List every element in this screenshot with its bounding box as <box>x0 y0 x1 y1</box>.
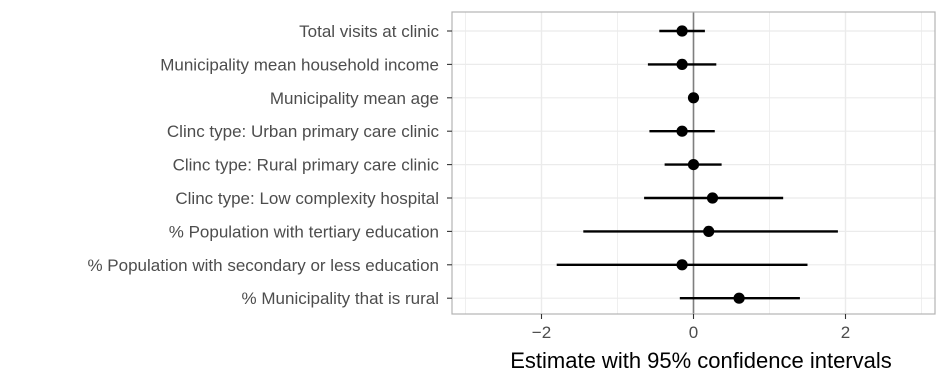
estimate-point-layer <box>676 25 745 304</box>
x-tick-label-layer: −2 0 2 <box>532 314 850 342</box>
y-tick-label: % Population with secondary or less educ… <box>87 256 439 275</box>
y-tick-label: Municipality mean age <box>270 89 439 108</box>
y-tick-label: % Population with tertiary education <box>169 222 439 241</box>
estimate-point <box>676 25 688 37</box>
x-tick-label: 0 <box>689 323 698 342</box>
y-tick-label: Clinc type: Rural primary care clinic <box>173 156 440 175</box>
estimate-point <box>676 58 688 70</box>
x-tick-label: 2 <box>841 323 850 342</box>
y-tick-label-layer: Total visits at clinic Municipality mean … <box>87 22 452 308</box>
estimate-point <box>687 92 700 104</box>
y-tick-label: Clinc type: Low complexity hospital <box>175 189 439 208</box>
x-axis-label: Estimate with 95% confidence intervals <box>510 348 892 373</box>
y-tick-label: Municipality mean household income <box>160 55 439 74</box>
y-tick-label: % Municipality that is rural <box>242 289 439 308</box>
estimate-point <box>706 192 719 204</box>
y-tick-label: Total visits at clinic <box>299 22 439 41</box>
x-tick-label: −2 <box>532 323 551 342</box>
estimate-point <box>703 225 715 237</box>
y-tick-label: Clinc type: Urban primary care clinic <box>167 122 440 141</box>
estimate-point <box>733 292 745 304</box>
estimate-point <box>676 259 688 271</box>
estimate-point <box>676 125 688 137</box>
estimate-point <box>687 159 700 171</box>
